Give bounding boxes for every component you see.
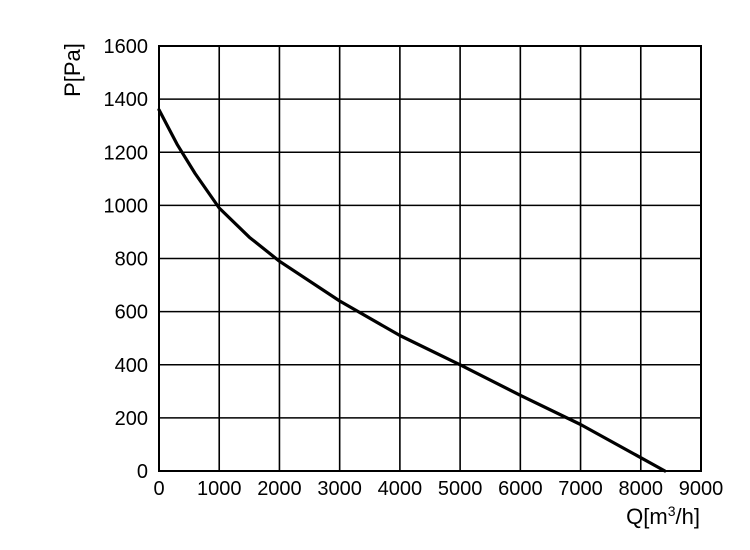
y-axis-label: P[Pa] xyxy=(60,43,85,97)
x-tick-labels: 0 1000 2000 3000 4000 5000 6000 7000 8000 9000 xyxy=(153,478,723,500)
x-tick-label-4: 4000 xyxy=(378,478,423,500)
x-tick-label-9: 9000 xyxy=(679,478,724,500)
x-tick-label-2: 2000 xyxy=(257,478,302,500)
series xyxy=(157,108,667,473)
x-axis-label-main: Q[m xyxy=(626,504,668,529)
series-line-0 xyxy=(157,108,667,473)
x-tick-label-3: 3000 xyxy=(317,478,362,500)
x-tick-label-7: 7000 xyxy=(558,478,603,500)
y-tick-label-7: 1400 xyxy=(104,89,149,111)
x-axis-label-tail: /h] xyxy=(676,504,700,529)
y-tick-label-5: 1000 xyxy=(104,195,149,217)
x-tick-label-5: 5000 xyxy=(438,478,483,500)
x-axis-label: Q[m3/h] xyxy=(626,503,700,529)
y-tick-label-1: 200 xyxy=(115,408,148,430)
y-tick-label-8: 1600 xyxy=(104,36,149,58)
x-tick-label-6: 6000 xyxy=(498,478,543,500)
plot-frame xyxy=(158,45,702,472)
y-tick-label-3: 600 xyxy=(115,302,148,324)
x-axis-label-sup: 3 xyxy=(668,503,676,519)
y-tick-label-0: 0 xyxy=(137,461,148,483)
y-tick-label-2: 400 xyxy=(115,355,148,377)
y-tick-label-6: 1200 xyxy=(104,142,149,164)
grid xyxy=(158,45,702,472)
x-tick-label-8: 8000 xyxy=(619,478,664,500)
x-tick-label-1: 1000 xyxy=(197,478,242,500)
y-tick-labels: 0 200 400 600 800 1000 1200 1400 1600 xyxy=(104,36,149,483)
y-tick-label-4: 800 xyxy=(115,249,148,271)
x-tick-label-0: 0 xyxy=(153,478,164,500)
